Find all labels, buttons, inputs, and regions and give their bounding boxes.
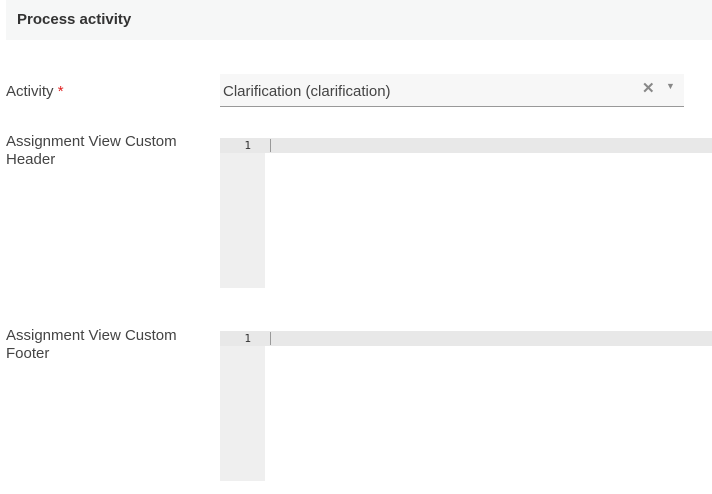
activity-label-text: Activity (6, 83, 54, 100)
line-number: 1 (220, 138, 265, 153)
chevron-down-icon[interactable]: ▼ (666, 81, 675, 91)
clear-icon[interactable]: ✕ (642, 80, 655, 97)
custom-header-label: Assignment View Custom Header (6, 133, 177, 168)
active-line (265, 331, 712, 346)
line-gutter (220, 331, 265, 481)
text-cursor (270, 332, 271, 345)
required-marker: * (57, 83, 64, 100)
custom-footer-editor[interactable]: 1 (220, 331, 712, 481)
activity-select-value: Clarification (clarification) (223, 83, 391, 100)
section-title: Process activity (17, 11, 132, 28)
custom-header-editor[interactable]: 1 (220, 138, 712, 288)
custom-footer-label: Assignment View Custom Footer (6, 327, 177, 362)
line-gutter (220, 138, 265, 288)
activity-label: Activity * (6, 83, 206, 101)
line-number: 1 (220, 331, 265, 346)
section-header: Process activity (6, 0, 712, 40)
active-line (265, 138, 712, 153)
activity-select[interactable]: Clarification (clarification) ✕ ▼ (220, 74, 684, 107)
text-cursor (270, 139, 271, 152)
